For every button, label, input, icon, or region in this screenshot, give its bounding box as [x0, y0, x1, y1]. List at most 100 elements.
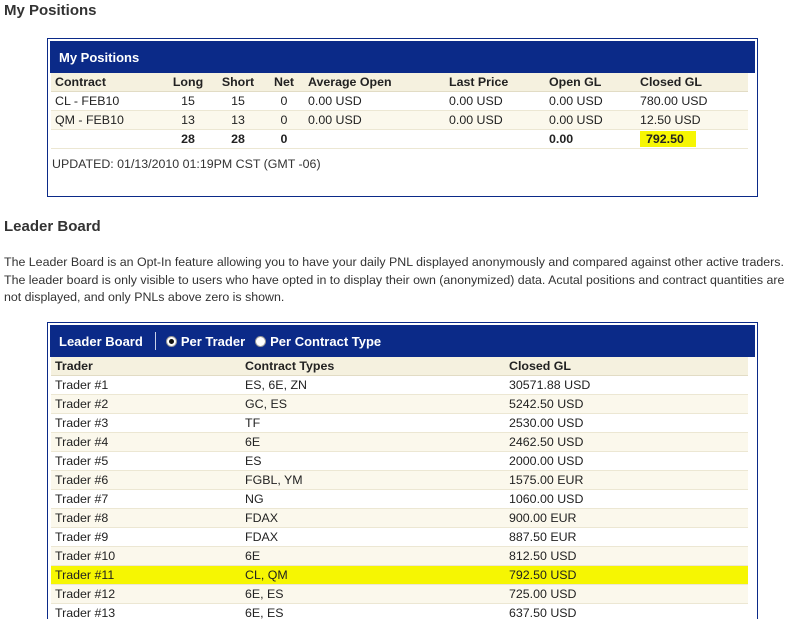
position-cell: 12.50 USD: [636, 110, 748, 130]
position-cell: 780.00 USD: [636, 91, 748, 111]
leader-col-header: Closed GL: [505, 357, 748, 376]
leader-cell: FDAX: [241, 508, 505, 528]
leader-row: Trader #13 6E, ES 637.50 USD: [51, 603, 748, 619]
position-cell: CL - FEB10: [51, 91, 164, 111]
leader-row: Trader #1 ES, 6E, ZN 30571.88 USD: [51, 375, 748, 395]
position-cell: 0.00 USD: [304, 91, 445, 111]
leader-cell: Trader #13: [51, 603, 241, 619]
updated-timestamp: UPDATED: 01/13/2010 01:19PM CST (GMT -06…: [52, 157, 321, 171]
positions-panel: My Positions Contract Long Short Net Average…: [47, 38, 758, 197]
position-cell: 0.00 USD: [545, 91, 636, 111]
leader-col-header: Trader: [51, 357, 241, 376]
leader-cell: ES, 6E, ZN: [241, 375, 505, 395]
leader-row: Trader #2 GC, ES 5242.50 USD: [51, 394, 748, 414]
position-cell: 0: [264, 91, 304, 111]
leader-cell: 812.50 USD: [505, 546, 748, 566]
leader-cell: Trader #2: [51, 394, 241, 414]
radio-per-trader-dot[interactable]: [165, 335, 177, 347]
leader-cell: Trader #1: [51, 375, 241, 395]
positions-total-cell: 0: [264, 129, 304, 149]
leader-cell: FDAX: [241, 527, 505, 547]
position-cell: 13: [212, 110, 264, 130]
leader-cell: 725.00 USD: [505, 584, 748, 604]
leader-board-intro: The Leader Board is an Opt-In feature al…: [4, 255, 785, 304]
closed-gl-total-cell: 792.50: [636, 129, 748, 149]
radio-per-contract-type[interactable]: Per Contract Type: [255, 334, 381, 349]
leader-cell: 1575.00 EUR: [505, 470, 748, 490]
leader-cell: 637.50 USD: [505, 603, 748, 619]
positions-col-header: Open GL: [545, 73, 636, 92]
leader-cell: 1060.00 USD: [505, 489, 748, 509]
leader-cell: GC, ES: [241, 394, 505, 414]
leader-board-panel-header: Leader Board Per Trader Per Contract Typ…: [50, 325, 755, 357]
leader-row: Trader #6 FGBL, YM 1575.00 EUR: [51, 470, 748, 490]
radio-per-trader[interactable]: Per Trader: [165, 333, 246, 349]
leader-cell: NG: [241, 489, 505, 509]
positions-col-header: Average Open: [304, 73, 445, 92]
leader-row: Trader #8 FDAX 900.00 EUR: [51, 508, 748, 528]
closed-gl-total: 792.50: [640, 130, 696, 147]
positions-col-header: Contract: [51, 73, 164, 92]
position-row: CL - FEB10 15 15 0 0.00 USD 0.00 USD 0.00 USD 7…: [51, 91, 748, 111]
positions-total-cell: [445, 129, 545, 149]
position-cell: 13: [164, 110, 212, 130]
leader-cell: Trader #5: [51, 451, 241, 471]
leader-row: Trader #7 NG 1060.00 USD: [51, 489, 748, 509]
leader-col-header: Contract Types: [241, 357, 505, 376]
leader-cell: ES: [241, 451, 505, 471]
leader-cell: 900.00 EUR: [505, 508, 748, 528]
position-cell: 0.00 USD: [545, 110, 636, 130]
leader-cell: 6E, ES: [241, 584, 505, 604]
leader-row: Trader #9 FDAX 887.50 EUR: [51, 527, 748, 547]
leader-cell: 6E, ES: [241, 603, 505, 619]
positions-totals-row: 28 28 0 0.00 792.50: [51, 129, 748, 149]
leader-cell: CL, QM: [241, 565, 505, 585]
leader-row: Trader #3 TF 2530.00 USD: [51, 413, 748, 433]
leader-cell: Trader #4: [51, 432, 241, 452]
positions-total-cell: [304, 129, 445, 149]
position-cell: 0.00 USD: [304, 110, 445, 130]
leader-row: Trader #12 6E, ES 725.00 USD: [51, 584, 748, 604]
leader-row: Trader #11 CL, QM 792.50 USD: [51, 565, 748, 585]
leader-board-panel-title: Leader Board: [59, 333, 143, 349]
leader-board-heading: Leader Board: [4, 218, 101, 235]
position-cell: QM - FEB10: [51, 110, 164, 130]
my-positions-heading: My Positions: [4, 2, 97, 19]
leader-board-header-row: Trader Contract Types Closed GL: [51, 357, 748, 376]
positions-col-header: Last Price: [445, 73, 545, 92]
leader-cell: TF: [241, 413, 505, 433]
position-cell: 0: [264, 110, 304, 130]
positions-total-cell: 0.00: [545, 129, 636, 149]
positions-header-row: Contract Long Short Net Average Open Last Pri…: [51, 73, 748, 92]
leader-cell: Trader #9: [51, 527, 241, 547]
radio-per-contract-type-label: Per Contract Type: [270, 333, 382, 349]
positions-col-header: Net: [264, 73, 304, 92]
radio-per-trader-label: Per Trader: [180, 333, 246, 349]
positions-col-header: Short: [212, 73, 264, 92]
leader-cell: Trader #10: [51, 546, 241, 566]
positions-table: Contract Long Short Net Average Open Last Pri…: [51, 73, 748, 149]
positions-total-cell: [51, 129, 164, 149]
header-divider: [154, 332, 156, 350]
leader-cell: 887.50 EUR: [505, 527, 748, 547]
radio-per-contract-type-dot[interactable]: [255, 335, 267, 347]
positions-total-cell: 28: [212, 129, 264, 149]
leader-cell: 6E: [241, 432, 505, 452]
positions-panel-header: My Positions: [50, 41, 755, 73]
position-cell: 15: [212, 91, 264, 111]
leader-board-panel: Leader Board Per Trader Per Contract Typ…: [47, 322, 758, 619]
leader-row: Trader #10 6E 812.50 USD: [51, 546, 748, 566]
leader-row: Trader #4 6E 2462.50 USD: [51, 432, 748, 452]
leader-cell: 2462.50 USD: [505, 432, 748, 452]
leader-row: Trader #5 ES 2000.00 USD: [51, 451, 748, 471]
positions-col-header: Closed GL: [636, 73, 748, 92]
leader-cell: Trader #8: [51, 508, 241, 528]
leader-cell: Trader #12: [51, 584, 241, 604]
leader-cell: FGBL, YM: [241, 470, 505, 490]
position-row: QM - FEB10 13 13 0 0.00 USD 0.00 USD 0.00 USD 1…: [51, 110, 748, 130]
leader-cell: Trader #11: [51, 565, 241, 585]
leader-cell: Trader #7: [51, 489, 241, 509]
leader-cell: 2000.00 USD: [505, 451, 748, 471]
position-cell: 0.00 USD: [445, 91, 545, 111]
leader-cell: 5242.50 USD: [505, 394, 748, 414]
